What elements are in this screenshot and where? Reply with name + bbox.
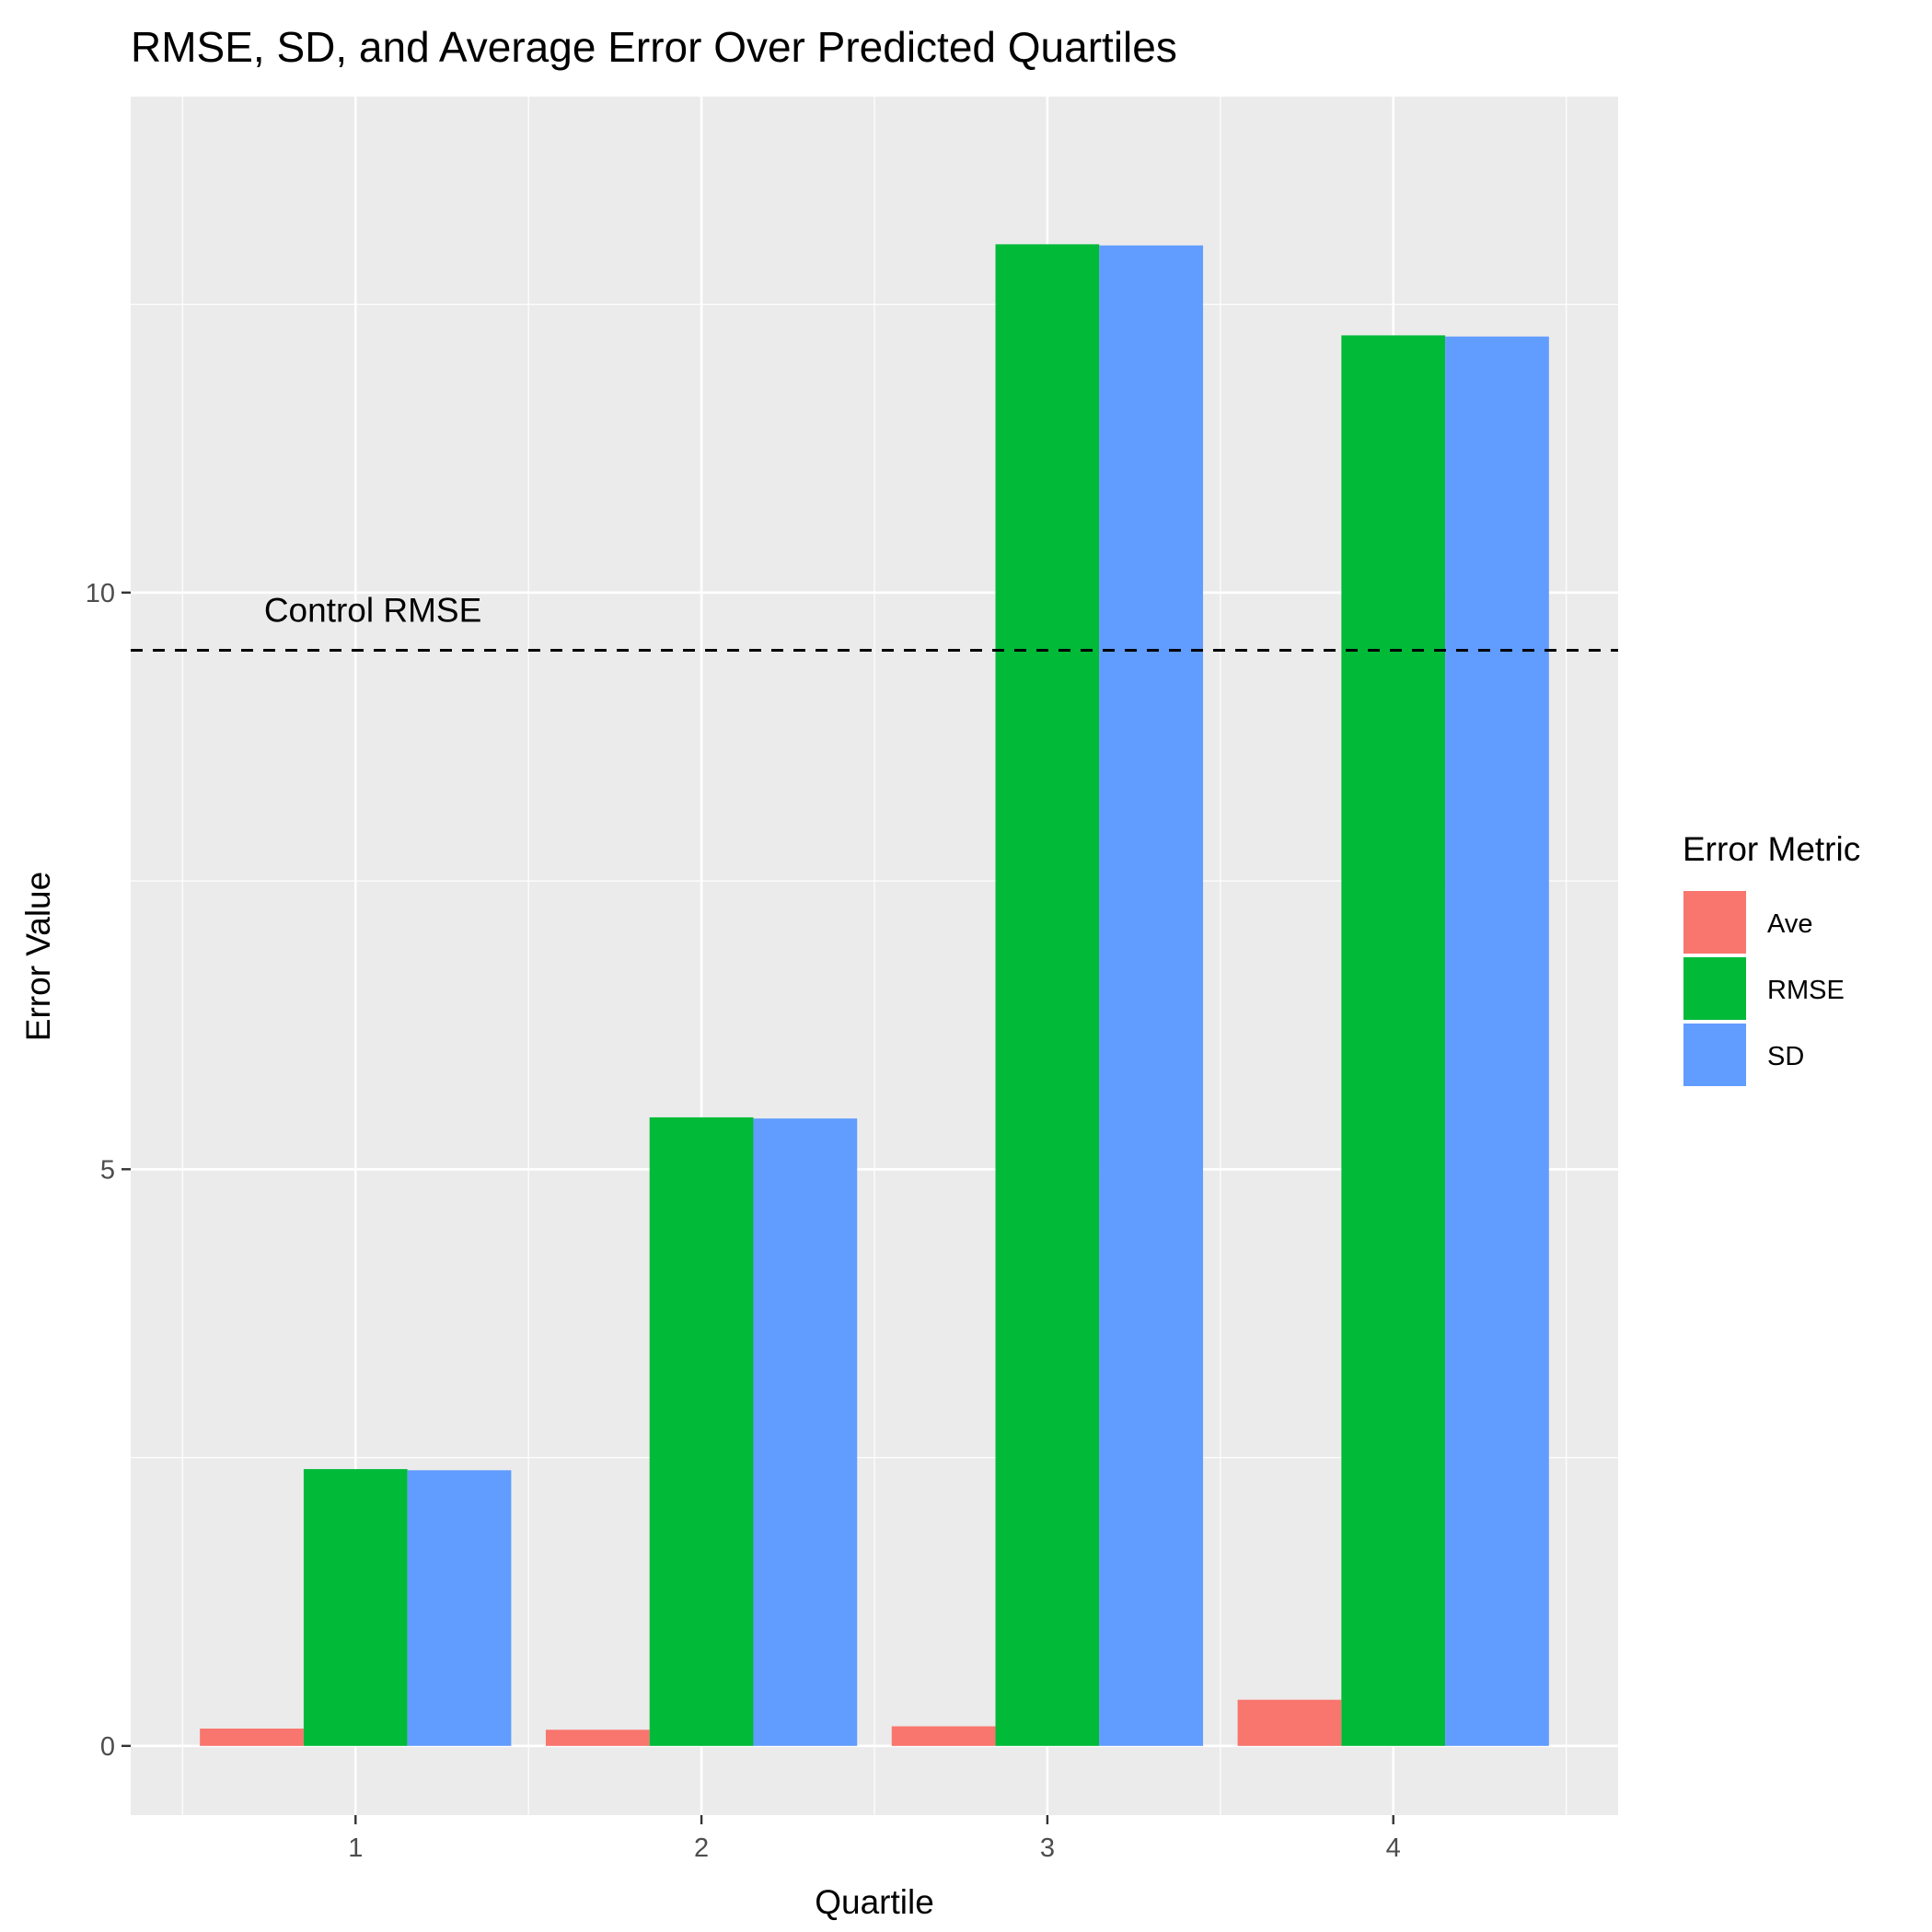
y-tick-label: 0 (100, 1732, 115, 1762)
legend-key-sd (1682, 1022, 1748, 1088)
bars (200, 244, 1549, 1746)
bar-ave-1 (200, 1729, 304, 1746)
legend-label-sd: SD (1767, 1042, 1804, 1071)
x-tick-label: 1 (348, 1834, 363, 1863)
legend-label-rmse: RMSE (1767, 976, 1845, 1005)
bar-sd-1 (407, 1470, 512, 1746)
x-axis-title: Quartile (815, 1883, 934, 1921)
x-tick-label: 2 (694, 1834, 709, 1863)
x-tick-label: 3 (1040, 1834, 1055, 1863)
y-tick-label: 10 (86, 579, 115, 608)
bar-ave-4 (1237, 1699, 1342, 1746)
bar-sd-3 (1099, 245, 1204, 1746)
chart-title: RMSE, SD, and Average Error Over Predict… (131, 23, 1177, 71)
bar-rmse-3 (995, 244, 1100, 1746)
x-axis: 1 2 3 4 (348, 1815, 1401, 1863)
legend-label-ave: Ave (1767, 909, 1812, 939)
bar-sd-4 (1445, 336, 1549, 1746)
legend-key-ave (1682, 889, 1748, 955)
bar-sd-2 (753, 1118, 858, 1746)
y-tick-label: 5 (100, 1155, 115, 1185)
legend-key-rmse (1682, 955, 1748, 1022)
bar-rmse-2 (649, 1116, 754, 1746)
y-axis-title: Error Value (19, 872, 57, 1041)
legend-title: Error Metric (1683, 830, 1860, 868)
bar-ave-3 (891, 1726, 996, 1746)
x-tick-label: 4 (1386, 1834, 1401, 1863)
reference-line-group: Control RMSE (131, 591, 1618, 652)
reference-line-label: Control RMSE (264, 591, 481, 629)
bar-rmse-1 (303, 1469, 408, 1746)
y-axis: 0 5 10 (86, 579, 131, 1762)
bar-rmse-4 (1341, 335, 1446, 1746)
legend: Error Metric Ave RMSE SD (1682, 830, 1860, 1088)
bar-ave-2 (545, 1730, 650, 1746)
